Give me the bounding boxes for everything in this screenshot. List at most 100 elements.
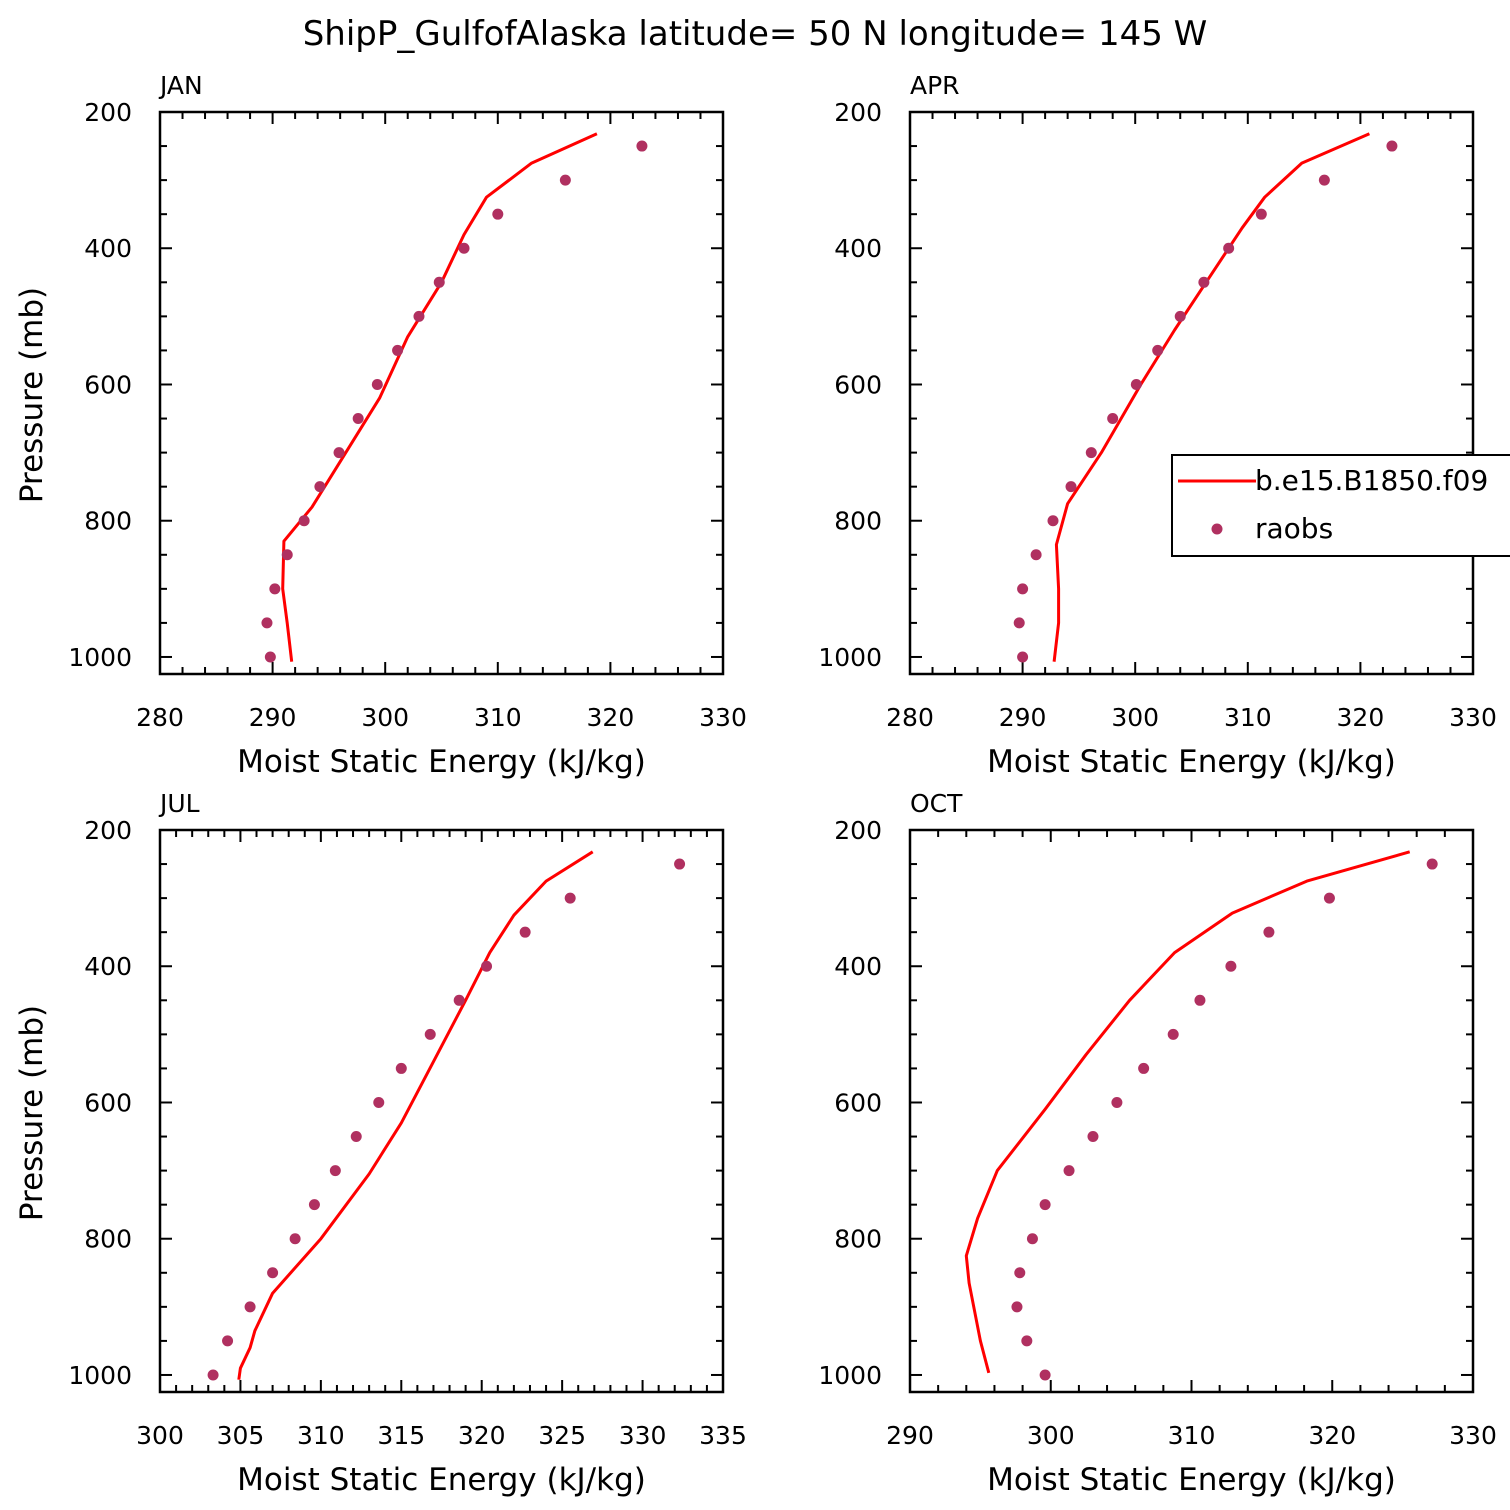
raobs-point	[1323, 892, 1335, 904]
model-line	[964, 850, 1411, 1374]
legend: b.e15.B1850.f09 raobs	[1171, 454, 1510, 557]
x-tick-label: 320	[458, 1421, 506, 1450]
raobs-point	[289, 1233, 301, 1245]
x-tick-label: 300	[361, 703, 409, 732]
raobs-point	[1085, 447, 1097, 459]
raobs-point	[424, 1028, 436, 1040]
raobs-point	[1194, 994, 1206, 1006]
y-tick-label: 200	[84, 816, 132, 845]
raobs-point	[333, 447, 345, 459]
legend-model-label: b.e15.B1850.f09	[1255, 464, 1488, 497]
raobs-point	[1386, 140, 1398, 152]
raobs-point	[1011, 1301, 1023, 1313]
y-tick-label: 800	[834, 1225, 882, 1254]
raobs-point	[1039, 1199, 1051, 1211]
raobs-point	[1318, 174, 1330, 186]
x-tick-label: 330	[619, 1421, 667, 1450]
x-tick-label: 305	[217, 1421, 265, 1450]
raobs-point	[1225, 960, 1237, 972]
x-tick-label: 325	[538, 1421, 586, 1450]
raobs-point	[298, 515, 310, 527]
x-tick-label: 300	[136, 1421, 184, 1450]
y-tick-label: 400	[834, 952, 882, 981]
panel-jan: 280 290 300 310 320 330 200 400 600 800 1000 JAN Moi…	[14, 71, 747, 780]
raobs-point	[1130, 378, 1142, 390]
raobs-point	[1198, 276, 1210, 288]
raobs-point	[433, 276, 445, 288]
raobs-point	[1167, 1028, 1179, 1040]
x-tick-label: 300	[1111, 703, 1159, 732]
raobs-point	[1255, 208, 1267, 220]
raobs-point	[207, 1369, 219, 1381]
x-tick-label: 310	[474, 703, 522, 732]
x-tick-label: 280	[886, 703, 934, 732]
raobs-point	[1263, 926, 1275, 938]
model-line	[1052, 132, 1370, 662]
x-tick-label: 290	[886, 1421, 934, 1450]
panel-title: JAN	[158, 71, 203, 100]
y-tick-label: 1000	[68, 1361, 132, 1390]
raobs-point	[244, 1301, 256, 1313]
legend-obs-label: raobs	[1255, 512, 1333, 545]
raobs-point	[352, 413, 364, 425]
raobs-point	[481, 960, 493, 972]
y-tick-label: 1000	[818, 643, 882, 672]
raobs-point	[1017, 651, 1029, 663]
raobs-point	[1030, 549, 1042, 561]
y-tick-label: 400	[84, 234, 132, 263]
x-tick-label: 310	[297, 1421, 345, 1450]
raobs-point	[1039, 1369, 1051, 1381]
panel-title: JUL	[158, 789, 200, 818]
legend-box	[1171, 454, 1510, 557]
raobs-point	[264, 651, 276, 663]
raobs-point	[1026, 1233, 1038, 1245]
raobs-point	[373, 1096, 385, 1108]
figure-title: ShipP_GulfofAlaska latitude= 50 N longit…	[303, 14, 1208, 54]
x-tick-label: 330	[1449, 703, 1497, 732]
y-tick-label: 1000	[68, 643, 132, 672]
raobs-point	[1063, 1165, 1075, 1177]
x-tick-label: 290	[999, 703, 1047, 732]
x-tick-label: 320	[1308, 1421, 1356, 1450]
y-tick-label: 800	[834, 507, 882, 536]
raobs-point	[329, 1165, 341, 1177]
y-tick-label: 200	[834, 98, 882, 127]
raobs-point	[1014, 1267, 1026, 1279]
raobs-point	[559, 174, 571, 186]
x-tick-label: 335	[699, 1421, 747, 1450]
raobs-point	[308, 1199, 320, 1211]
y-tick-label: 600	[84, 1088, 132, 1117]
raobs-point	[674, 858, 686, 870]
x-tick-label: 330	[1449, 1421, 1497, 1450]
raobs-point	[1087, 1131, 1099, 1143]
panel-title: OCT	[910, 789, 963, 818]
x-tick-label: 290	[249, 703, 297, 732]
raobs-point	[281, 549, 293, 561]
raobs-point	[222, 1335, 234, 1347]
y-tick-label: 600	[834, 1088, 882, 1117]
raobs-point	[395, 1062, 407, 1074]
y-tick-label: 200	[834, 816, 882, 845]
raobs-point	[314, 481, 326, 493]
y-tick-label: 400	[84, 952, 132, 981]
raobs-point	[636, 140, 648, 152]
y-tick-label: 1000	[818, 1361, 882, 1390]
model-line	[281, 132, 598, 662]
x-tick-label: 320	[587, 703, 635, 732]
y-tick-label: 200	[84, 98, 132, 127]
raobs-point	[564, 892, 576, 904]
raobs-point	[1152, 344, 1164, 356]
x-tick-label: 310	[1224, 703, 1272, 732]
legend-dot-swatch	[1211, 523, 1223, 535]
raobs-point	[1013, 617, 1025, 629]
raobs-point	[269, 583, 281, 595]
x-axis-label: Moist Static Energy (kJ/kg)	[237, 744, 646, 780]
plot-frame	[158, 110, 725, 676]
y-tick-label: 600	[834, 370, 882, 399]
y-tick-label: 800	[84, 507, 132, 536]
x-tick-label: 310	[1168, 1421, 1216, 1450]
raobs-point	[492, 208, 504, 220]
y-tick-label: 800	[84, 1225, 132, 1254]
x-tick-label: 280	[136, 703, 184, 732]
raobs-point	[1426, 858, 1438, 870]
